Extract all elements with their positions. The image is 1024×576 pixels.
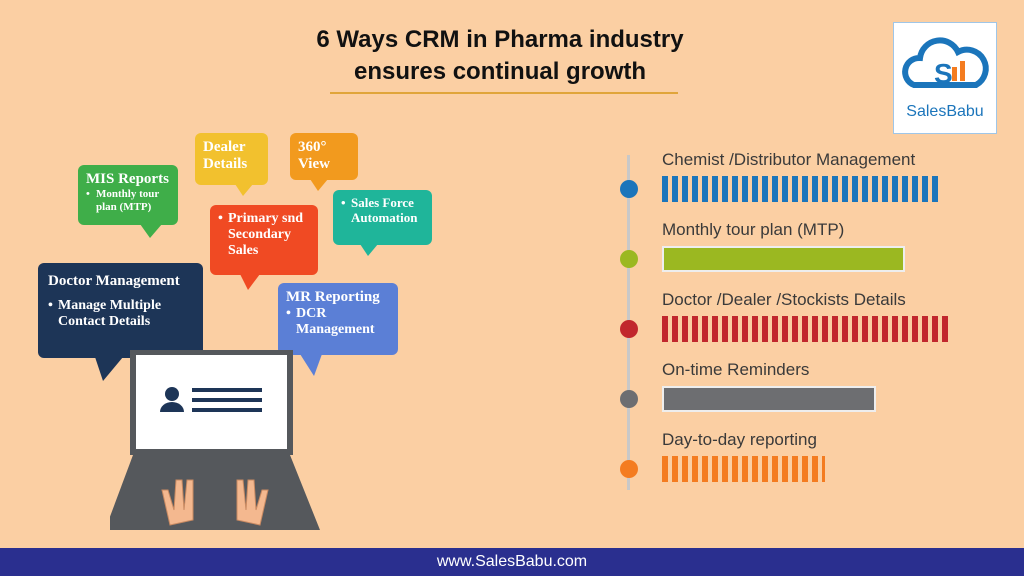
timeline-dot [620, 250, 638, 268]
bubble-item: Primary snd Secondary Sales [218, 211, 310, 259]
bubble: Primary snd Secondary Sales [210, 205, 318, 275]
feature-bar [662, 176, 938, 202]
timeline-dot [620, 180, 638, 198]
bubble-tail [310, 179, 328, 191]
laptop [110, 350, 320, 530]
timeline-dot [620, 460, 638, 478]
feature-label: On-time Reminders [662, 360, 810, 379]
bubble: Doctor Management Manage Multiple Contac… [38, 263, 203, 358]
feature-label: Monthly tour plan (MTP) [662, 220, 845, 239]
bubble-tail [235, 184, 253, 196]
feature-label: Doctor /Dealer /Stockists Details [662, 290, 906, 309]
feature-bar [662, 386, 876, 412]
bubble: MIS Reports Monthly tour plan (MTP) [78, 165, 178, 225]
timeline-dot [620, 390, 638, 408]
logo-label: SalesBabu [906, 103, 984, 120]
footer-url: www.SalesBabu.com [436, 553, 588, 570]
bubble-item: Sales Force Automation [341, 195, 424, 226]
bubble-tail [140, 224, 162, 238]
svg-text:S: S [934, 58, 953, 89]
bubble-item: Manage Multiple Contact Details [48, 298, 193, 330]
bubble-title: MR Reporting [286, 289, 380, 305]
logo: S SalesBabu [893, 22, 997, 134]
bubble: Dealer Details [195, 133, 268, 185]
feature-bar [662, 456, 825, 482]
title-line: ensures continual growth [353, 58, 647, 85]
bubble-tail [300, 354, 322, 376]
bubble-item: DCR Management [286, 306, 390, 338]
bubble: 360° View [290, 133, 358, 180]
bubble: MR Reporting DCR Management [278, 283, 398, 355]
bubble: Sales Force Automation [333, 190, 432, 245]
bubble-title: MIS Reports [86, 171, 169, 187]
feature-bar [662, 246, 905, 272]
footer: www.SalesBabu.com [0, 548, 1024, 576]
title-line: 6 Ways CRM in Pharma industry [316, 26, 684, 53]
feature-label: Day-to-day reporting [662, 430, 817, 449]
bubble-title: 360° View [298, 139, 330, 173]
timeline-dot [620, 320, 638, 338]
bubble-title: Doctor Management [48, 273, 180, 289]
bubble-tail [95, 357, 123, 381]
logo-icon: S [902, 37, 989, 89]
bubble-tail [240, 274, 260, 290]
title-underline [330, 92, 678, 94]
bubble-title: Dealer Details [203, 139, 248, 173]
bubble-item: Monthly tour plan (MTP) [86, 188, 170, 213]
bubble-tail [360, 244, 378, 256]
feature-bar [662, 316, 948, 342]
feature-label: Chemist /Distributor Management [662, 150, 916, 169]
